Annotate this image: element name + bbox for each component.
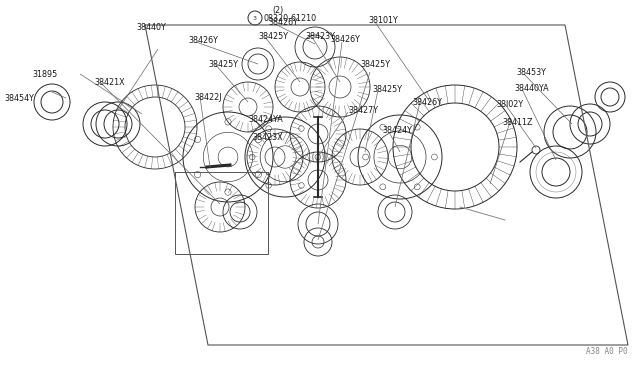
Text: 38440YA: 38440YA — [514, 83, 548, 93]
Text: 38424YA: 38424YA — [248, 115, 283, 124]
Text: 38427Y: 38427Y — [348, 106, 378, 115]
Text: 38425Y: 38425Y — [258, 32, 288, 41]
Text: 38453Y: 38453Y — [516, 67, 546, 77]
Text: 08320-61210: 08320-61210 — [264, 13, 317, 22]
Text: 38426Y: 38426Y — [412, 97, 442, 106]
Text: 38I02Y: 38I02Y — [496, 99, 523, 109]
Text: 38425Y: 38425Y — [208, 60, 238, 68]
Text: 38425Y: 38425Y — [360, 60, 390, 68]
Text: 31895: 31895 — [32, 70, 57, 78]
Text: 38425Y: 38425Y — [372, 84, 402, 93]
Text: (2): (2) — [272, 6, 284, 15]
Text: 38421X: 38421X — [94, 77, 125, 87]
Text: 38101Y: 38101Y — [368, 16, 397, 25]
Text: 3: 3 — [253, 16, 257, 20]
Text: 38426Y: 38426Y — [188, 35, 218, 45]
Text: 38422J: 38422J — [194, 93, 221, 102]
Text: 38423Y: 38423Y — [305, 32, 335, 41]
Text: 38411Z: 38411Z — [502, 118, 532, 126]
Text: 38454Y: 38454Y — [4, 93, 34, 103]
Text: 38423X: 38423X — [252, 132, 283, 141]
Text: 38440Y: 38440Y — [136, 22, 166, 32]
Text: 38426Y: 38426Y — [268, 17, 298, 26]
Text: A38 A0 P0: A38 A0 P0 — [586, 347, 628, 356]
Text: 38424Y: 38424Y — [382, 125, 412, 135]
Text: 38426Y: 38426Y — [330, 35, 360, 44]
